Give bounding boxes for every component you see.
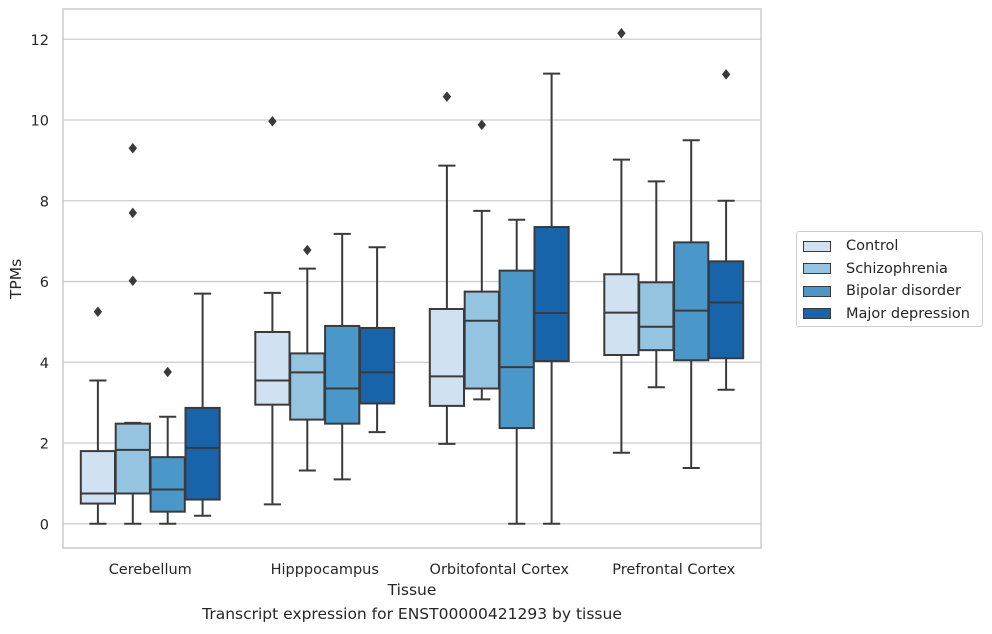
x-axis-label: Tissue	[387, 581, 437, 599]
box	[638, 281, 675, 352]
x-tick-label: Orbitofontal Cortex	[430, 562, 570, 578]
legend-swatch	[803, 308, 831, 320]
plot-boxes	[79, 27, 745, 525]
y-tick-label: 10	[31, 114, 49, 130]
x-tick-label: Cerebellum	[109, 562, 192, 578]
y-tick-label: 2	[40, 437, 49, 453]
legend: Control Schizophrenia Bipolar disorder M…	[796, 231, 983, 327]
y-tick-labels: 0 2 4 6 8 10 12	[31, 33, 49, 533]
y-tick-label: 8	[40, 194, 49, 210]
y-tick-label: 12	[31, 33, 49, 49]
legend-item: Control	[803, 235, 982, 258]
legend-item: Bipolar disorder	[803, 280, 982, 303]
outlier-point	[128, 275, 137, 286]
box	[358, 326, 396, 405]
outlier-point	[268, 115, 277, 127]
legend-swatch	[803, 263, 831, 275]
legend-item: Major depression	[803, 303, 982, 326]
legend-swatch	[803, 240, 831, 252]
box	[533, 226, 570, 363]
legend-swatch	[803, 285, 831, 297]
outlier-point	[128, 143, 137, 154]
x-tick-label: Prefrontal Cortex	[612, 562, 735, 578]
chart-caption: Transcript expression for ENST0000042129…	[202, 605, 622, 623]
legend-label: Bipolar disorder	[846, 283, 961, 300]
outlier-point	[617, 27, 626, 39]
grid-lines	[63, 38, 761, 525]
y-tick-label: 6	[40, 275, 49, 291]
x-tick-labels: Cerebellum Hipppocampus Orbitofontal Corte…	[109, 562, 736, 578]
box	[114, 422, 151, 495]
plot-frame	[62, 8, 762, 549]
box	[498, 269, 535, 430]
box	[428, 307, 466, 407]
x-tick-label: Hipppocampus	[271, 562, 379, 578]
box	[463, 290, 500, 390]
outlier-point	[128, 207, 137, 219]
legend-label: Control	[846, 238, 899, 255]
outlier-point	[477, 119, 486, 131]
box	[184, 406, 221, 501]
box	[707, 260, 745, 360]
outlier-point	[303, 244, 312, 256]
outlier-point	[721, 69, 731, 80]
y-tick-label: 0	[40, 517, 49, 533]
box	[603, 273, 640, 357]
box	[289, 352, 326, 421]
box	[324, 324, 361, 425]
y-tick-label: 4	[40, 356, 49, 372]
box	[254, 330, 291, 406]
legend-item: Schizophrenia	[803, 258, 982, 281]
outlier-point	[442, 91, 452, 102]
legend-label: Schizophrenia	[846, 260, 948, 277]
outlier-point	[163, 366, 172, 378]
box	[79, 450, 117, 505]
box	[673, 241, 710, 362]
legend-label: Major depression	[846, 305, 970, 322]
y-axis-label: TPMs	[7, 259, 25, 300]
box	[149, 456, 186, 513]
outlier-point	[93, 306, 103, 318]
